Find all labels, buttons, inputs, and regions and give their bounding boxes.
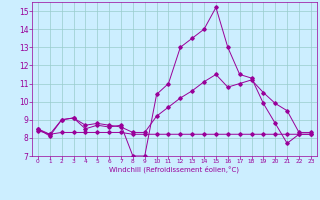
X-axis label: Windchill (Refroidissement éolien,°C): Windchill (Refroidissement éolien,°C): [109, 166, 239, 173]
